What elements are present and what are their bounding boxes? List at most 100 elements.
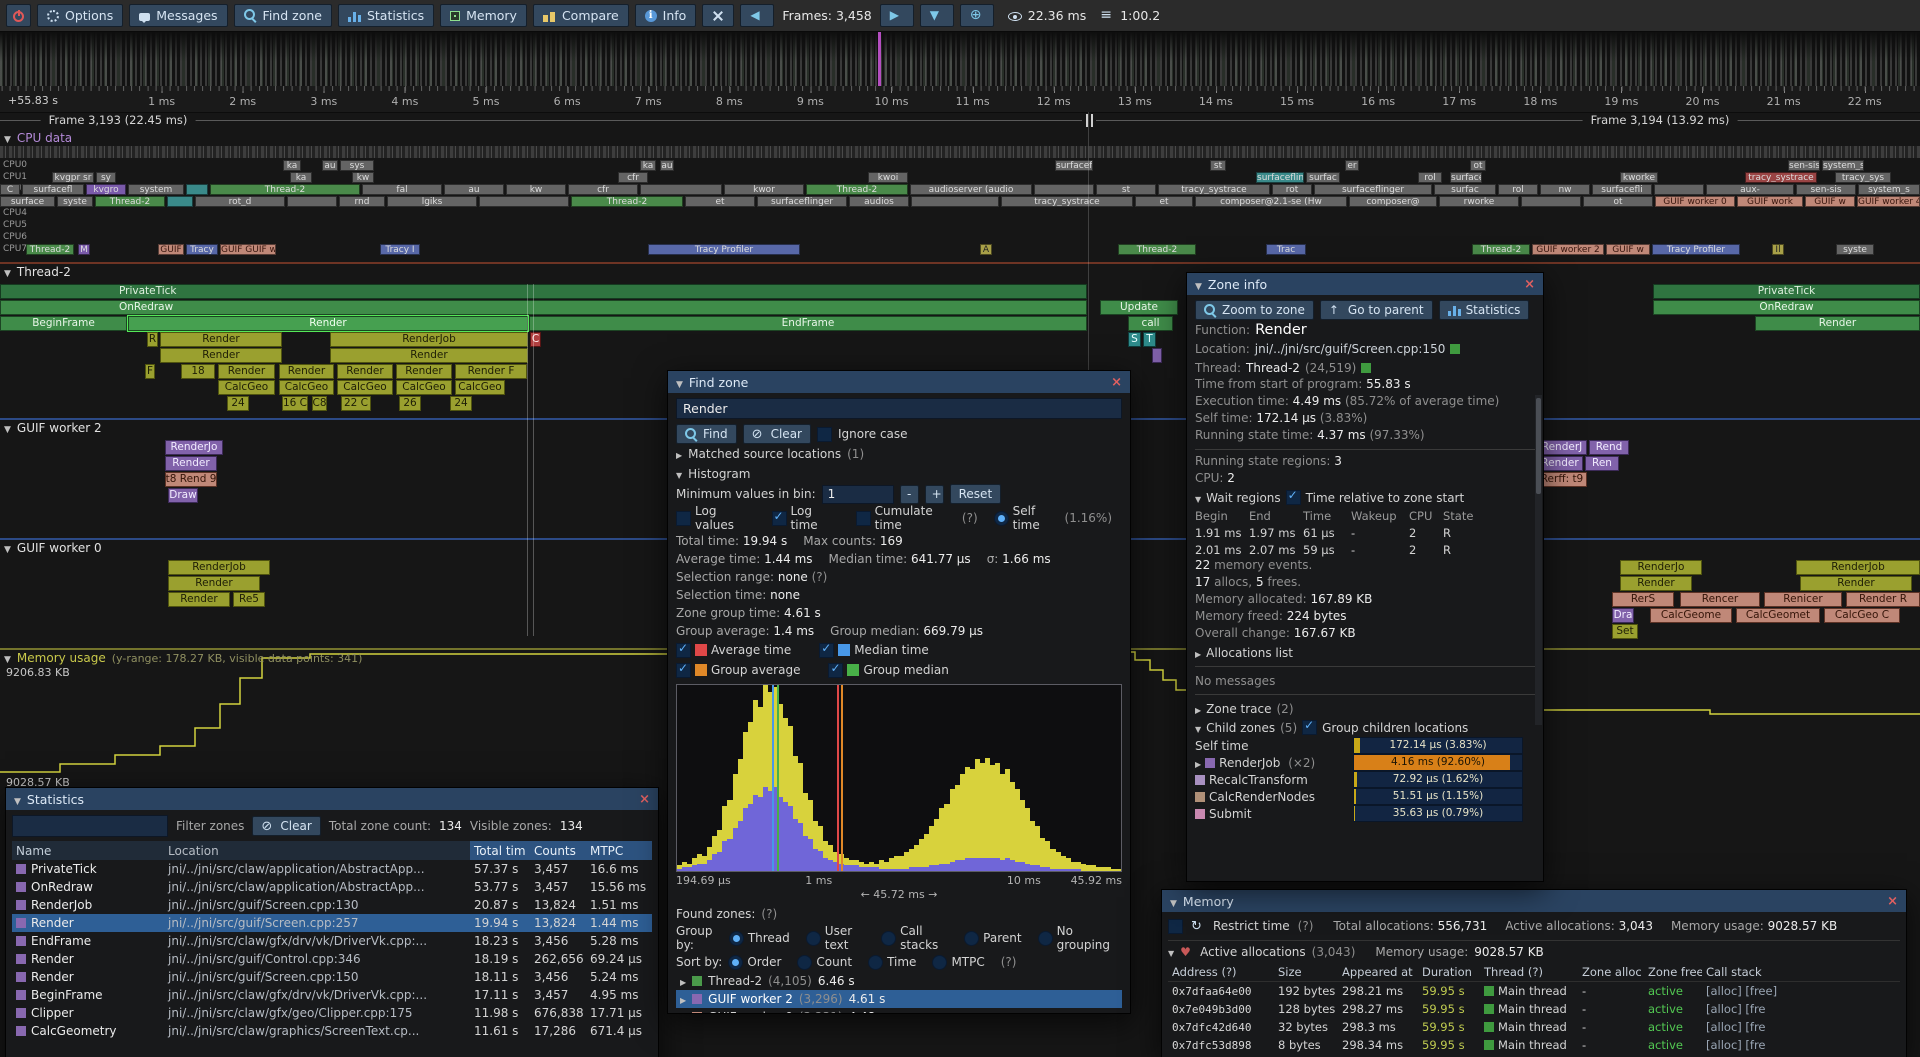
cpu-zone-guif-w[interactable]: GUIF w: [1805, 196, 1855, 207]
cpu-zone-m[interactable]: M: [78, 244, 90, 255]
child-zone-self-time[interactable]: Self time 172.14 µs (3.83%): [1195, 737, 1535, 754]
allocation-row[interactable]: 0x7e049b3d00 128 bytes 298.27 ms 59.95 s Mai…: [1168, 1000, 1900, 1018]
radio-thread[interactable]: Thread: [728, 930, 790, 946]
cpu-zone-fal[interactable]: fal: [362, 184, 442, 195]
cpu-zone-thread-2[interactable]: Thread-2: [806, 184, 908, 195]
checkbox-group-median[interactable]: [828, 661, 844, 678]
stat-zone-beginframe[interactable]: BeginFrame jni/../jni/src/claw/gfx/drv/vk…: [12, 986, 652, 1004]
memory-button[interactable]: Memory: [440, 4, 527, 27]
memory-titlebar[interactable]: Memory ×: [1162, 890, 1906, 912]
cpu-zone-thread-2[interactable]: Thread-2: [571, 196, 683, 207]
cpu-zone-audios[interactable]: audios: [849, 196, 909, 207]
zone-rencer[interactable]: Rencer: [1680, 592, 1760, 607]
zone-render-r[interactable]: Render R: [1846, 592, 1920, 607]
cpu-zone-surfacefli[interactable]: surfacefli: [1592, 184, 1652, 195]
allocations-list[interactable]: Allocations list: [1195, 643, 1535, 662]
zone-22-c[interactable]: 22 C: [341, 396, 371, 411]
cpu-zone-c[interactable]: C: [0, 184, 20, 195]
cpu-zone-tracy-profiler[interactable]: Tracy Profiler: [1652, 244, 1740, 255]
collapse-icon[interactable]: [1168, 945, 1174, 959]
cpu-zone-surfac[interactable]: surfac: [1306, 172, 1340, 183]
collapse-icon[interactable]: [1195, 721, 1201, 735]
radio-button[interactable]: [932, 954, 948, 970]
collapse-icon[interactable]: [4, 541, 11, 555]
histogram-plot[interactable]: [676, 684, 1122, 872]
option-log-values[interactable]: Log values: [676, 504, 756, 532]
cpu-zone-system-s-kv[interactable]: system_s kv: [1822, 160, 1864, 171]
thread-row[interactable]: Thread: Thread-2 (24,519): [1195, 358, 1535, 377]
help-icon[interactable]: (?): [761, 907, 778, 921]
close-icon[interactable]: ×: [1887, 893, 1898, 909]
cpu-zone-tracy-sys[interactable]: tracy_sys: [1835, 172, 1891, 183]
active-allocations-header[interactable]: Active allocations (3,043) Memory usage:…: [1168, 940, 1900, 963]
close-icon[interactable]: ×: [639, 791, 650, 807]
radio-user-text[interactable]: User text: [805, 924, 865, 952]
cpu-zone-rworke[interactable]: rworke: [1439, 196, 1519, 207]
cpu-zone-ka[interactable]: ka: [290, 172, 312, 183]
cpu-zone-thread-2[interactable]: Thread-2: [1472, 244, 1530, 255]
cpu-zone-kworke[interactable]: kworke: [1620, 172, 1658, 183]
cpu-zone-et[interactable]: et: [1135, 196, 1193, 207]
radio-parent[interactable]: Parent: [964, 930, 1022, 946]
zone-calcgeo[interactable]: CalcGeo: [337, 380, 393, 395]
child-zone-calcrendernodes[interactable]: CalcRenderNodes 51.51 µs (1.15%): [1195, 788, 1535, 805]
memory-usage-header[interactable]: Memory usage (y-range: 178.27 KB, visibl…: [4, 650, 363, 666]
zone-render[interactable]: Render: [160, 332, 282, 347]
zone-render-f[interactable]: Render F: [455, 364, 527, 379]
zone-t[interactable]: T: [1143, 332, 1156, 347]
cpu-zone-kwoi[interactable]: kwoi: [868, 172, 908, 183]
cpu-zone-surfaceflinger[interactable]: surfaceflinger: [1314, 184, 1432, 195]
cpu-zone-guif-worker-2[interactable]: GUIF worker 2: [1532, 244, 1604, 255]
zone-r[interactable]: R: [147, 332, 158, 347]
cpu-zone-cfr[interactable]: cfr: [568, 184, 638, 195]
checkbox-average-time[interactable]: [676, 641, 691, 658]
cpu-zone-thread-2[interactable]: Thread-2: [95, 196, 165, 207]
cpu-zone-composer[interactable]: composer@: [1349, 196, 1437, 207]
expand-icon[interactable]: [680, 1010, 686, 1013]
scrollbar[interactable]: [1535, 395, 1542, 725]
collapse-icon[interactable]: [676, 467, 682, 481]
collapse-icon[interactable]: [4, 131, 11, 145]
legend-group-median[interactable]: Group median: [828, 661, 949, 678]
found-zone-group-guif-worker-2[interactable]: GUIF worker 2 (3,296) 4.61 s: [676, 990, 1122, 1008]
help-icon[interactable]: (?): [1297, 919, 1314, 933]
checkbox-cumulate-time[interactable]: [855, 510, 871, 526]
cpu-zone-guif-work[interactable]: GUIF work: [1737, 196, 1803, 207]
guif-worker-0-header[interactable]: GUIF worker 0: [4, 540, 102, 556]
radio-button[interactable]: [1037, 930, 1053, 946]
zone-onredraw[interactable]: OnRedraw: [0, 300, 1087, 315]
frame-label-right[interactable]: Frame 3,194 (13.92 ms): [1582, 113, 1738, 127]
call-stack-links[interactable]: [alloc] [fre: [1706, 1038, 1766, 1052]
allocation-row[interactable]: 0x7dfc42d640 32 bytes 298.3 ms 59.95 s Main …: [1168, 1018, 1900, 1036]
column-end[interactable]: End: [1249, 508, 1271, 523]
clear-button[interactable]: Clear: [742, 424, 811, 444]
zone-rerff-t9[interactable]: Rerff: t9: [1537, 472, 1587, 487]
zone-trace[interactable]: Zone trace (2): [1195, 699, 1535, 718]
cpu-zone-rol[interactable]: rol: [1498, 184, 1538, 195]
statistics-titlebar[interactable]: Statistics ×: [6, 788, 658, 810]
header-call-stack[interactable]: Call stack: [1706, 965, 1762, 979]
zone-c[interactable]: C: [530, 332, 541, 347]
zone-calcgeo-c[interactable]: CalcGeo C: [1824, 608, 1900, 623]
cpu-zone-item[interactable]: [1521, 196, 1581, 207]
radio-button[interactable]: [964, 930, 980, 946]
cpu-zone-guif[interactable]: GUIF: [158, 244, 184, 255]
header-counts[interactable]: Counts: [530, 841, 586, 860]
zone-set[interactable]: Set: [1612, 624, 1638, 639]
close-icon[interactable]: ×: [1524, 276, 1535, 292]
cpu-zone-kvgpr-sr[interactable]: kvgpr sr: [52, 172, 94, 183]
zone-calcgeomet[interactable]: CalcGeomet: [1736, 608, 1820, 623]
found-zone-group-thread-2[interactable]: Thread-2 (4,105) 6.46 s: [676, 972, 1122, 990]
zone-t8-rend-9[interactable]: t8 Rend 9: [165, 472, 217, 487]
zone-18[interactable]: 18: [181, 364, 215, 379]
legend-group-average[interactable]: Group average: [676, 661, 800, 678]
expand-icon[interactable]: [1195, 756, 1201, 770]
help-icon[interactable]: (?): [1000, 955, 1017, 969]
zone-rers[interactable]: RerS: [1612, 592, 1674, 607]
cpu-zone-thread-2[interactable]: Thread-2: [26, 244, 74, 255]
cpu-zone-er[interactable]: er: [1345, 160, 1359, 171]
checkbox-median-time[interactable]: [819, 641, 835, 658]
cpu-zone-cfr[interactable]: cfr: [618, 172, 648, 183]
stat-zone-calcgeometry[interactable]: CalcGeometry jni/../jni/src/claw/graphics…: [12, 1022, 652, 1040]
zone-renicer[interactable]: Renicer: [1764, 592, 1842, 607]
